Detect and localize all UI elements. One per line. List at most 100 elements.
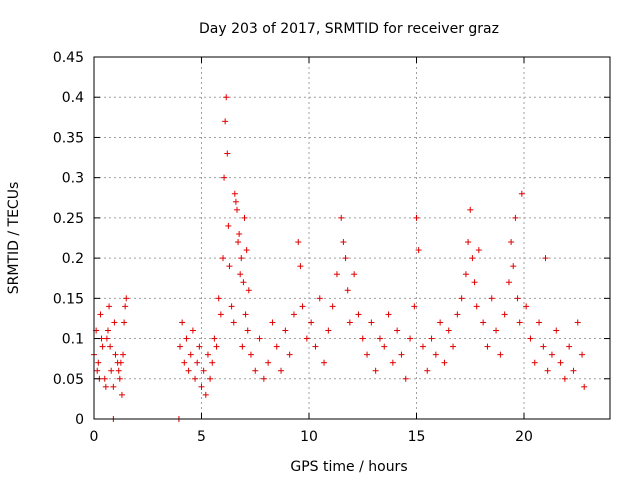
data-point <box>273 343 280 350</box>
data-point <box>209 359 216 366</box>
data-point <box>108 367 115 374</box>
data-point <box>424 367 431 374</box>
data-point <box>462 271 469 278</box>
data-point <box>196 343 203 350</box>
x-tick-label: 5 <box>197 429 206 445</box>
x-axis-label: GPS time / hours <box>290 459 407 475</box>
data-point <box>282 327 289 334</box>
data-point <box>516 319 523 326</box>
data-point <box>211 335 218 342</box>
data-point <box>94 367 101 374</box>
data-point <box>239 343 246 350</box>
data-point <box>432 351 439 358</box>
data-point <box>189 327 196 334</box>
data-point <box>245 287 252 294</box>
data-point <box>553 327 560 334</box>
data-point <box>118 391 125 398</box>
data-point <box>368 319 375 326</box>
data-point <box>278 367 285 374</box>
data-point <box>303 335 310 342</box>
data-point <box>101 375 108 382</box>
data-point <box>260 375 267 382</box>
data-point <box>540 343 547 350</box>
data-point <box>450 343 457 350</box>
data-points <box>91 94 588 422</box>
data-point <box>497 351 504 358</box>
data-point <box>355 311 362 318</box>
chart-title: Day 203 of 2017, SRMTID for receiver gra… <box>199 21 499 37</box>
y-tick-label: 0.05 <box>53 372 84 388</box>
data-point <box>179 319 186 326</box>
data-point <box>102 383 109 390</box>
data-point <box>454 311 461 318</box>
data-point <box>115 367 122 374</box>
data-point <box>523 303 530 310</box>
data-point <box>200 367 207 374</box>
data-point <box>469 255 476 262</box>
data-point <box>518 190 525 197</box>
data-point <box>561 375 568 382</box>
data-point <box>295 239 302 246</box>
data-point <box>97 311 104 318</box>
data-point <box>428 335 435 342</box>
data-point <box>321 359 328 366</box>
x-tick-label: 10 <box>300 429 318 445</box>
data-point <box>411 303 418 310</box>
data-point <box>222 118 229 125</box>
data-point <box>238 255 245 262</box>
data-point <box>117 359 124 366</box>
data-point <box>475 247 482 254</box>
data-point <box>103 335 110 342</box>
data-point <box>252 367 259 374</box>
data-point <box>225 222 232 229</box>
data-point <box>107 343 114 350</box>
data-point <box>243 247 250 254</box>
data-point <box>338 214 345 221</box>
data-point <box>286 351 293 358</box>
data-point <box>112 351 119 358</box>
data-point <box>312 343 319 350</box>
data-point <box>579 351 586 358</box>
data-point <box>465 239 472 246</box>
data-point <box>122 303 129 310</box>
data-point <box>121 319 128 326</box>
data-point <box>342 255 349 262</box>
data-point <box>574 319 581 326</box>
y-tick-labels: 0 0.05 0.1 0.15 0.2 0.25 0.3 0.35 0.4 0.45 <box>53 50 84 428</box>
data-point <box>325 327 332 334</box>
data-point <box>230 319 237 326</box>
data-point <box>402 375 409 382</box>
data-point <box>340 239 347 246</box>
data-point <box>111 319 118 326</box>
y-tick-label: 0.4 <box>62 90 84 106</box>
data-point <box>237 271 244 278</box>
data-point <box>299 303 306 310</box>
data-point <box>458 295 465 302</box>
data-point <box>508 239 515 246</box>
y-tick-label: 0.1 <box>62 332 84 348</box>
data-point <box>224 150 231 157</box>
data-point <box>501 311 508 318</box>
data-point <box>346 319 353 326</box>
data-point <box>398 351 405 358</box>
data-point <box>185 367 192 374</box>
data-point <box>198 383 205 390</box>
data-point <box>220 255 226 262</box>
data-point <box>194 359 201 366</box>
data-point <box>232 198 239 205</box>
data-point <box>493 327 500 334</box>
data-point <box>308 319 315 326</box>
data-point <box>531 359 538 366</box>
data-point <box>99 343 106 350</box>
data-point <box>570 367 577 374</box>
data-point <box>566 343 573 350</box>
x-tick-label: 0 <box>90 429 99 445</box>
data-point <box>221 174 228 181</box>
data-point <box>581 383 588 390</box>
data-point <box>445 327 452 334</box>
data-point <box>183 335 190 342</box>
data-point <box>505 279 512 286</box>
y-tick-label: 0.35 <box>53 130 84 146</box>
data-point <box>385 311 392 318</box>
data-point <box>110 383 117 390</box>
